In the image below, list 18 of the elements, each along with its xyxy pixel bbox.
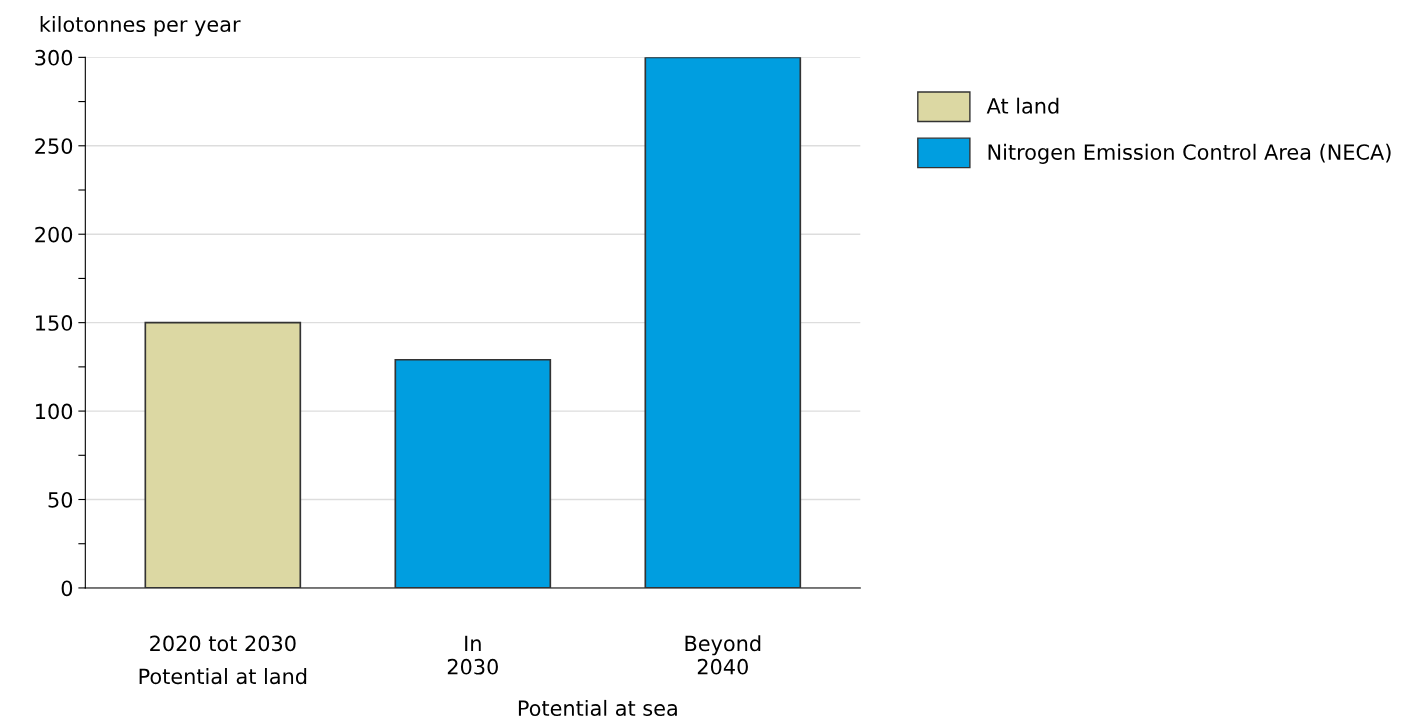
x-tick-label: Beyond 2040 [685, 635, 761, 675]
x-tick-label: 2020 tot 2030 [150, 635, 296, 652]
y-tick-label: 150 [36, 315, 73, 331]
legend-label: At land [986, 97, 1059, 114]
y-tick-label: 50 [48, 491, 73, 508]
text: Potential at sea [518, 699, 677, 717]
y-tick-label: 100 [36, 403, 73, 420]
y-axis-title: kilotonnes per year [40, 15, 241, 37]
bar [394, 358, 552, 588]
y-tick-label: 250 [35, 138, 73, 154]
bar [644, 57, 802, 588]
bar [144, 321, 302, 588]
text: Potential at land [139, 668, 307, 685]
legend-label: Nitrogen Emission Control Area (NECA) [988, 143, 1391, 164]
y-tick-label: 0 [61, 580, 73, 597]
y-tick-label: 300 [35, 49, 73, 66]
y-tick-label: 200 [35, 226, 73, 243]
x-tick-label: In 2030 [447, 635, 498, 675]
